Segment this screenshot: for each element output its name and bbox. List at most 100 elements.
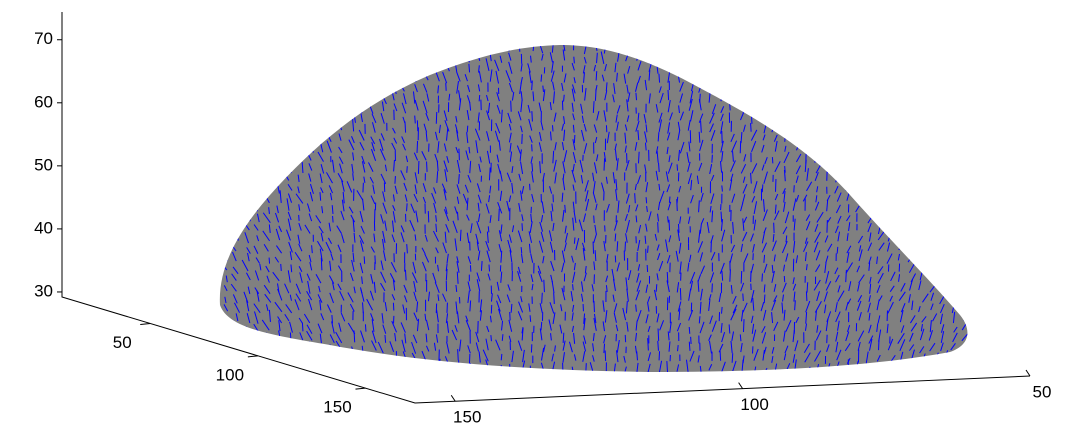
quiver-arrow (941, 280, 944, 291)
quiver-arrow (248, 145, 249, 152)
quiver-arrow (985, 125, 988, 130)
quiver-arrow (341, 73, 342, 82)
quiver-arrow (678, 224, 679, 233)
quiver-arrow (922, 261, 923, 270)
quiver-arrow (806, 112, 812, 123)
quiver-arrow (425, 45, 428, 52)
quiver-arrow (257, 139, 260, 151)
quiver-arrow (940, 53, 944, 63)
quiver-arrow (762, 62, 763, 70)
quiver-arrow (786, 87, 787, 94)
quiver-arrow (953, 235, 959, 242)
quiver-arrow (658, 341, 659, 351)
quiver-arrow (942, 140, 944, 152)
quiver-arrow (899, 131, 903, 140)
quiver-arrow (827, 90, 828, 103)
quiver-arrow (931, 53, 932, 64)
quiver-arrow (266, 187, 269, 194)
quiver-arrow (677, 199, 678, 211)
quiver-arrow (350, 104, 354, 111)
quiver-arrow (993, 226, 995, 232)
quiver-arrow (323, 103, 324, 111)
quiver-arrow (838, 31, 841, 43)
quiver-arrow (951, 43, 957, 52)
quiver-arrow (835, 44, 837, 51)
quiver-arrow (648, 338, 649, 350)
quiver-arrow (942, 220, 948, 230)
quiver-arrow (349, 363, 353, 372)
quiver-arrow (277, 172, 279, 183)
quiver-arrow (658, 33, 660, 41)
quiver-arrow (499, 209, 500, 221)
quiver-arrow (868, 194, 873, 204)
quiver-arrow (973, 63, 979, 70)
quiver-arrow (877, 173, 882, 181)
quiver-arrow (807, 282, 808, 292)
x-tick-label: 100 (740, 395, 768, 414)
quiver-arrow (277, 105, 278, 111)
quiver-arrow (762, 273, 763, 281)
quiver-arrow (921, 172, 923, 183)
quiver-arrow (962, 150, 964, 161)
quiver-arrow (890, 39, 891, 52)
quiver-arrow (415, 64, 418, 71)
y-tick-label: 50 (113, 333, 132, 352)
quiver-arrow (974, 140, 977, 152)
quiver-arrow (993, 97, 996, 103)
quiver-arrow (743, 319, 744, 332)
quiver-arrow (931, 195, 934, 203)
quiver-arrow (964, 120, 966, 131)
quiver-arrow (241, 43, 248, 52)
quiver-arrow (669, 220, 670, 231)
quiver-arrow (995, 134, 996, 140)
quiver-arrow (964, 196, 966, 202)
quiver-arrow (740, 31, 742, 44)
quiver-arrow (921, 76, 924, 83)
quiver-arrow (847, 150, 852, 160)
quiver-arrow (222, 341, 226, 353)
quiver-arrow (215, 63, 218, 70)
quiver-arrow (877, 201, 879, 213)
quiver-arrow (246, 326, 247, 333)
quiver-arrow (235, 133, 238, 141)
quiver-arrow (931, 254, 936, 261)
quiver-arrow (815, 154, 816, 163)
quiver-arrow (772, 112, 773, 121)
quiver-arrow (385, 335, 386, 343)
quiver-arrow (730, 60, 734, 70)
quiver-arrow (900, 121, 903, 130)
quiver-arrow (974, 242, 980, 251)
quiver-arrow (306, 80, 312, 91)
quiver-arrow (543, 86, 544, 92)
quiver-arrow (352, 37, 355, 44)
quiver-arrow (870, 154, 871, 160)
quiver-arrow (679, 40, 681, 50)
quiver-arrow (213, 165, 216, 171)
quiver-arrow (209, 42, 217, 52)
quiver-arrow (982, 155, 984, 161)
quiver-arrow (827, 156, 828, 163)
quiver-arrow (888, 213, 894, 223)
z-tick-label: 40 (34, 218, 53, 237)
quiver-arrow (922, 102, 927, 112)
quiver-arrow (752, 62, 753, 70)
quiver-arrow (984, 100, 990, 110)
quiver-arrow (973, 106, 975, 112)
quiver-arrow (995, 279, 999, 284)
quiver-arrow (954, 196, 958, 204)
quiver-arrow (354, 330, 355, 342)
quiver-arrow (816, 94, 817, 103)
quiver-arrow (890, 115, 892, 121)
quiver-arrow (327, 83, 333, 94)
quiver-arrow (919, 247, 922, 254)
quiver-arrow (942, 135, 948, 143)
quiver-arrow (234, 187, 236, 200)
quiver-arrow (280, 42, 282, 53)
quiver-arrow (752, 36, 754, 42)
quiver-arrow (877, 166, 881, 173)
quiver-arrow (223, 252, 227, 261)
quiver-arrow (930, 216, 931, 224)
quiver-arrow (741, 75, 743, 82)
quiver-arrow (405, 122, 406, 133)
quiver-arrow (909, 42, 911, 52)
